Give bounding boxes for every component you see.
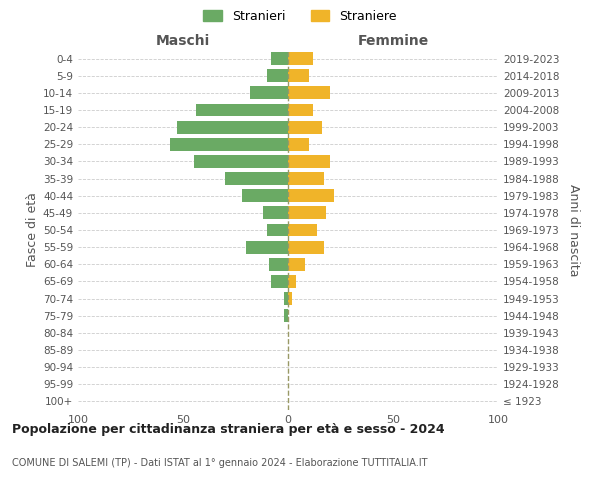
Legend: Stranieri, Straniere: Stranieri, Straniere [199, 6, 401, 26]
Y-axis label: Anni di nascita: Anni di nascita [566, 184, 580, 276]
Bar [271, 275, 288, 288]
Bar [284, 292, 288, 305]
Bar [288, 155, 330, 168]
Text: Maschi: Maschi [156, 34, 210, 48]
Y-axis label: Fasce di età: Fasce di età [26, 192, 39, 268]
Bar [176, 120, 288, 134]
Bar [288, 206, 326, 220]
Bar [288, 292, 292, 305]
Bar [288, 138, 309, 150]
Bar [269, 258, 288, 270]
Bar [288, 52, 313, 65]
Bar [271, 52, 288, 65]
Bar [196, 104, 288, 117]
Bar [250, 86, 288, 100]
Bar [288, 86, 330, 100]
Bar [288, 120, 322, 134]
Text: Femmine: Femmine [358, 34, 428, 48]
Bar [267, 224, 288, 236]
Bar [288, 70, 309, 82]
Bar [288, 224, 317, 236]
Text: COMUNE DI SALEMI (TP) - Dati ISTAT al 1° gennaio 2024 - Elaborazione TUTTITALIA.: COMUNE DI SALEMI (TP) - Dati ISTAT al 1°… [12, 458, 427, 468]
Bar [288, 275, 296, 288]
Bar [288, 104, 313, 117]
Bar [288, 190, 334, 202]
Bar [288, 240, 324, 254]
Bar [267, 70, 288, 82]
Bar [170, 138, 288, 150]
Bar [225, 172, 288, 185]
Text: Popolazione per cittadinanza straniera per età e sesso - 2024: Popolazione per cittadinanza straniera p… [12, 422, 445, 436]
Bar [193, 155, 288, 168]
Bar [288, 258, 305, 270]
Bar [246, 240, 288, 254]
Bar [284, 310, 288, 322]
Bar [242, 190, 288, 202]
Bar [263, 206, 288, 220]
Bar [288, 172, 324, 185]
